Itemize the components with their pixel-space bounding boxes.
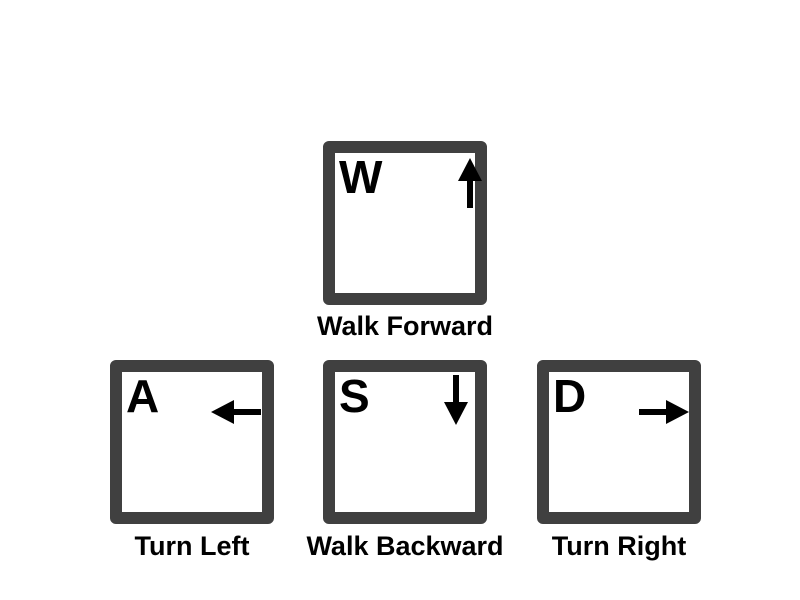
key-s-letter: S xyxy=(339,370,370,422)
up-arrow-icon xyxy=(458,158,482,208)
key-d[interactable]: D xyxy=(537,360,701,524)
key-a[interactable]: A xyxy=(110,360,274,524)
key-s-label: Walk Backward xyxy=(306,531,504,561)
key-w[interactable]: W xyxy=(323,141,487,305)
down-arrow-icon xyxy=(444,375,468,425)
key-d-letter: D xyxy=(553,370,587,422)
key-d-label: Turn Right xyxy=(551,531,687,561)
key-a-letter: A xyxy=(126,370,160,422)
key-w-label: Walk Forward xyxy=(316,311,494,341)
right-arrow-icon xyxy=(639,400,689,424)
key-s[interactable]: S xyxy=(323,360,487,524)
key-w-letter: W xyxy=(339,151,383,203)
left-arrow-icon xyxy=(211,400,261,424)
key-a-label: Turn Left xyxy=(134,531,250,561)
